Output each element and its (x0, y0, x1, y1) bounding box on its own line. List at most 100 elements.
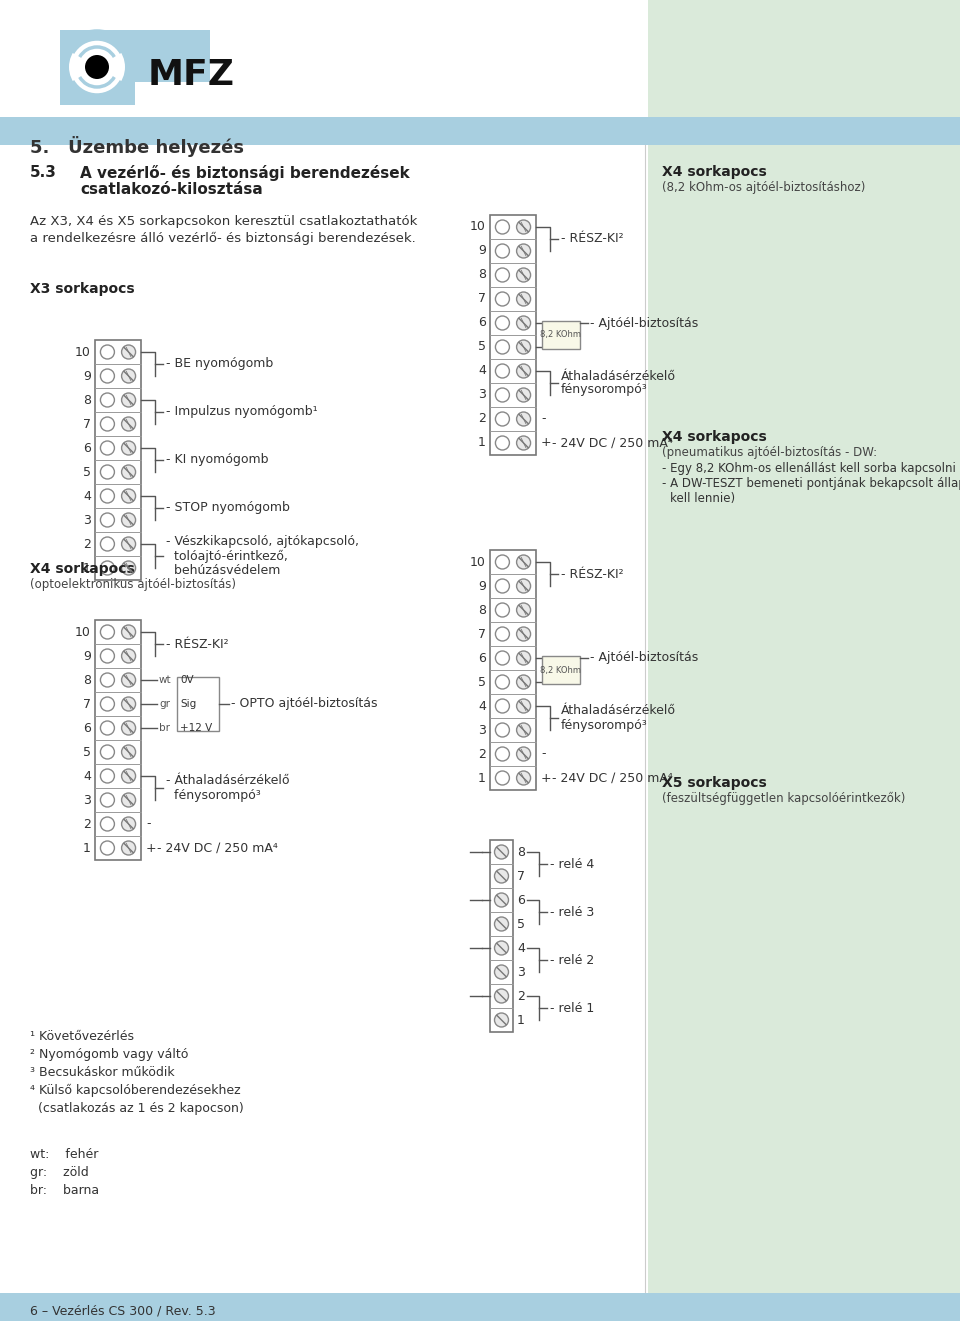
Circle shape (495, 675, 510, 690)
Circle shape (495, 268, 510, 281)
Text: csatlakozó-kilosztása: csatlakozó-kilosztása (80, 182, 263, 197)
Text: - STOP nyomógomb: - STOP nyomógomb (166, 502, 290, 514)
Text: 2: 2 (478, 748, 486, 761)
Circle shape (495, 723, 510, 737)
Text: - relé 1: - relé 1 (550, 1001, 594, 1015)
Text: (csatlakozás az 1 és 2 kapocson): (csatlakozás az 1 és 2 kapocson) (30, 1102, 244, 1115)
Circle shape (122, 816, 135, 831)
Circle shape (516, 244, 531, 258)
Circle shape (495, 746, 510, 761)
Circle shape (516, 268, 531, 281)
Circle shape (122, 441, 135, 454)
Text: 0V: 0V (180, 675, 194, 686)
Circle shape (101, 561, 114, 575)
Text: gr:    zöld: gr: zöld (30, 1166, 88, 1180)
Circle shape (122, 394, 135, 407)
Text: Sig: Sig (180, 699, 196, 709)
Text: (feszültségfüggetlen kapcsolóérintkezők): (feszültségfüggetlen kapcsolóérintkezők) (662, 793, 905, 806)
Text: (pneumatikus ajtóél-biztosítás - DW:: (pneumatikus ajtóél-biztosítás - DW: (662, 446, 877, 458)
Text: A vezérlő- és biztonsági berendezések: A vezérlő- és biztonsági berendezések (80, 165, 410, 181)
Text: - RÉSZ-KI²: - RÉSZ-KI² (561, 232, 624, 246)
Text: +: + (541, 771, 552, 785)
Circle shape (101, 793, 114, 807)
Circle shape (494, 845, 509, 859)
Text: 7: 7 (83, 417, 91, 431)
Bar (490, 550, 536, 790)
Circle shape (495, 627, 510, 641)
Text: 5: 5 (83, 745, 91, 758)
Circle shape (122, 721, 135, 734)
Text: Az X3, X4 és X5 sorkapcsokon keresztül csatlakoztathatók: Az X3, X4 és X5 sorkapcsokon keresztül c… (30, 215, 418, 229)
Text: - relé 2: - relé 2 (550, 954, 594, 967)
Text: Áthaladásérzékelő: Áthaladásérzékelő (561, 704, 676, 717)
Text: 1: 1 (517, 1013, 525, 1026)
Text: 5.   Üzembe helyezés: 5. Üzembe helyezés (30, 136, 244, 157)
Text: -: - (146, 818, 151, 831)
Text: fénysorompó³: fénysorompó³ (561, 719, 648, 732)
Text: +12 V: +12 V (180, 723, 212, 733)
Circle shape (516, 221, 531, 234)
Text: - A DW-TESZT bemeneti pontjának bekapcsolt állapotban: - A DW-TESZT bemeneti pontjának bekapcso… (662, 477, 960, 490)
Text: - Vészkikapcsoló, ajtókapcsoló,: - Vészkikapcsoló, ajtókapcsoló, (166, 535, 359, 548)
Circle shape (495, 365, 510, 378)
Text: fénysorompó³: fénysorompó³ (561, 383, 648, 396)
Text: 3: 3 (517, 966, 525, 979)
Circle shape (101, 538, 114, 551)
Circle shape (516, 316, 531, 330)
Text: - OPTO ajtóél-biztosítás: - OPTO ajtóél-biztosítás (231, 697, 377, 711)
Circle shape (101, 369, 114, 383)
Text: 10: 10 (470, 556, 486, 568)
Bar (542, 321, 580, 349)
Circle shape (101, 513, 114, 527)
Circle shape (495, 292, 510, 306)
Circle shape (101, 816, 114, 831)
Text: - Ajtóél-biztosítás: - Ajtóél-biztosítás (590, 317, 698, 329)
Bar (135, 30, 210, 82)
Circle shape (495, 651, 510, 664)
Circle shape (101, 417, 114, 431)
Text: 8: 8 (83, 674, 91, 687)
Circle shape (122, 538, 135, 551)
Text: ¹ Követővezérlés: ¹ Követővezérlés (30, 1030, 134, 1044)
Text: 8: 8 (517, 845, 525, 859)
Circle shape (101, 465, 114, 480)
Circle shape (495, 699, 510, 713)
Text: 1: 1 (478, 436, 486, 449)
Circle shape (495, 555, 510, 569)
Circle shape (122, 672, 135, 687)
Text: 1: 1 (84, 561, 91, 575)
Text: - RÉSZ-KI²: - RÉSZ-KI² (166, 638, 228, 650)
Text: 1: 1 (84, 841, 91, 855)
Circle shape (101, 441, 114, 454)
Text: 8,2 KOhm: 8,2 KOhm (540, 666, 582, 675)
Text: a rendelkezésre álló vezérlő- és biztonsági berendezések.: a rendelkezésre álló vezérlő- és biztons… (30, 232, 416, 246)
Circle shape (495, 579, 510, 593)
Circle shape (122, 697, 135, 711)
Circle shape (101, 649, 114, 663)
Text: 2: 2 (478, 412, 486, 425)
Text: X3 sorkapocs: X3 sorkapocs (30, 281, 134, 296)
Text: 4: 4 (84, 490, 91, 502)
Text: 3: 3 (84, 794, 91, 807)
Text: kell lennie): kell lennie) (670, 491, 735, 505)
Text: 3: 3 (478, 724, 486, 737)
Circle shape (122, 769, 135, 783)
Circle shape (122, 625, 135, 639)
Text: gr: gr (159, 699, 170, 709)
Circle shape (101, 345, 114, 359)
Circle shape (494, 893, 509, 908)
Text: Áthaladásérzékelő: Áthaladásérzékelő (561, 370, 676, 383)
Text: (8,2 kOhm-os ajtóél-biztosításhoz): (8,2 kOhm-os ajtóél-biztosításhoz) (662, 181, 865, 194)
Text: 9: 9 (84, 650, 91, 663)
Circle shape (516, 388, 531, 402)
Text: - Impulzus nyomógomb¹: - Impulzus nyomógomb¹ (166, 406, 318, 419)
Text: - 24V DC ∕ 250 mA⁴: - 24V DC ∕ 250 mA⁴ (157, 841, 277, 855)
Circle shape (494, 1013, 509, 1026)
Text: 6: 6 (478, 317, 486, 329)
Circle shape (494, 966, 509, 979)
Circle shape (516, 675, 531, 690)
Circle shape (516, 771, 531, 785)
Circle shape (516, 436, 531, 450)
Circle shape (101, 745, 114, 760)
Text: - Ajtóél-biztosítás: - Ajtóél-biztosítás (590, 651, 698, 664)
